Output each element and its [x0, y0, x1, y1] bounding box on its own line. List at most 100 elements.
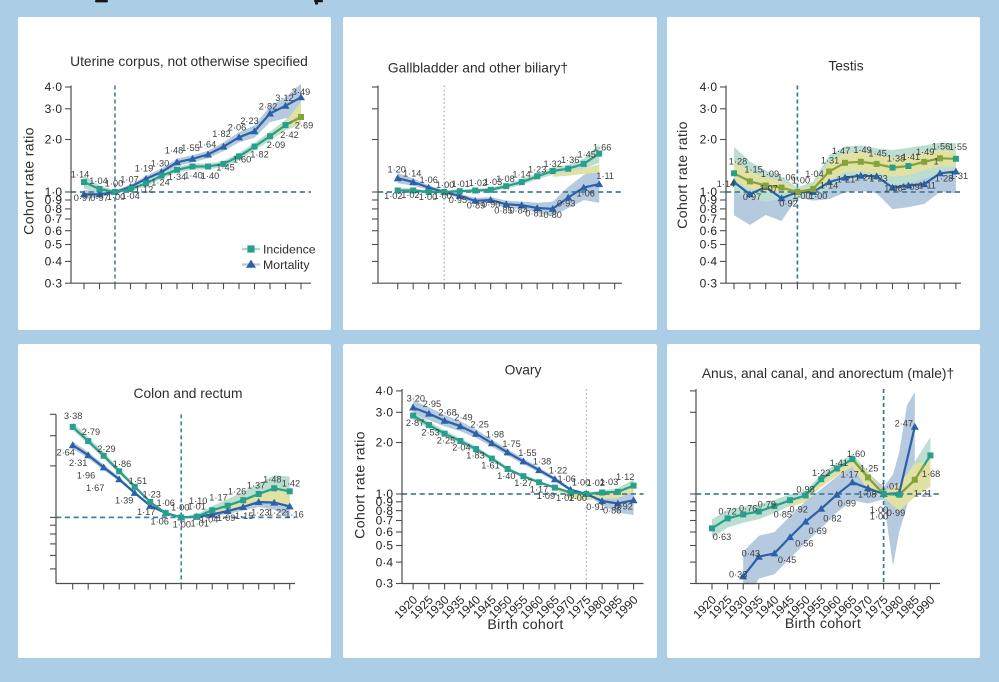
svg-text:1·61: 1·61: [481, 460, 499, 470]
svg-text:2·47: 2·47: [895, 418, 913, 428]
svg-text:Gallbladder and other biliary†: Gallbladder and other biliary†: [388, 61, 568, 76]
svg-text:2·0: 2·0: [45, 133, 63, 147]
svg-text:1·02: 1·02: [556, 493, 574, 503]
svg-text:1·08: 1·08: [496, 174, 514, 184]
svg-text:2·53: 2·53: [421, 427, 439, 437]
svg-text:1·42: 1·42: [282, 478, 300, 488]
svg-text:1·55: 1·55: [181, 143, 199, 153]
svg-text:1·14: 1·14: [820, 181, 838, 191]
svg-text:1·14: 1·14: [512, 169, 530, 179]
svg-text:0·72: 0·72: [718, 506, 736, 516]
svg-text:1·31: 1·31: [950, 171, 968, 181]
svg-text:1·14: 1·14: [717, 179, 735, 189]
svg-text:1: 1: [933, 157, 938, 167]
svg-text:1·32: 1·32: [544, 159, 562, 169]
svg-text:1·23: 1·23: [528, 164, 546, 174]
svg-text:1·86: 1·86: [113, 459, 131, 469]
svg-text:2·82: 2·82: [259, 102, 277, 112]
svg-text:1·17: 1·17: [841, 469, 859, 479]
svg-text:1·23: 1·23: [251, 508, 269, 518]
svg-text:1·49: 1·49: [853, 145, 871, 155]
svg-text:1·06: 1·06: [884, 184, 902, 194]
svg-text:2·23: 2·23: [240, 116, 258, 126]
svg-text:0·93: 0·93: [557, 199, 575, 209]
svg-text:3·0: 3·0: [45, 102, 63, 116]
svg-text:0·33: 0·33: [729, 569, 747, 579]
svg-text:0·7: 0·7: [700, 212, 718, 226]
svg-text:0·5: 0·5: [45, 238, 63, 252]
svg-text:1·19: 1·19: [135, 163, 153, 173]
svg-text:1·02: 1·02: [401, 190, 419, 200]
svg-text:0·9: 0·9: [45, 193, 63, 207]
svg-text:0·4: 0·4: [700, 255, 718, 269]
svg-text:2·25: 2·25: [437, 436, 455, 446]
svg-text:1·00: 1·00: [107, 192, 125, 202]
svg-text:0·3: 0·3: [45, 276, 63, 290]
svg-text:1·06: 1·06: [420, 175, 438, 185]
svg-text:1·01: 1·01: [188, 502, 206, 512]
svg-text:1·12: 1·12: [616, 472, 634, 482]
svg-text:1·00: 1·00: [792, 176, 810, 186]
svg-text:1·25: 1·25: [860, 464, 878, 474]
svg-text:1·00: 1·00: [572, 477, 590, 487]
svg-text:Incidence: Incidence: [263, 243, 316, 257]
svg-text:1·09: 1·09: [217, 513, 235, 523]
svg-text:1·09: 1·09: [537, 491, 555, 501]
svg-text:0·9: 0·9: [376, 495, 394, 509]
svg-text:0·84: 0·84: [510, 205, 528, 215]
svg-text:0·92: 0·92: [790, 504, 808, 514]
svg-text:1·40: 1·40: [184, 171, 202, 181]
svg-text:1·14: 1·14: [71, 170, 89, 180]
svg-text:1·00: 1·00: [173, 519, 191, 529]
svg-text:1·0: 1·0: [376, 487, 394, 501]
svg-text:1·06: 1·06: [157, 498, 175, 508]
svg-text:0·88: 0·88: [603, 506, 621, 516]
svg-text:Cohort rate ratio: Cohort rate ratio: [675, 121, 691, 229]
svg-text:1·36: 1·36: [561, 155, 579, 165]
svg-text:0·63: 0·63: [713, 532, 731, 542]
svg-text:0·82: 0·82: [823, 513, 841, 523]
svg-text:0·6: 0·6: [45, 224, 63, 238]
svg-text:1·02: 1·02: [587, 478, 605, 488]
svg-text:1·09: 1·09: [901, 182, 919, 192]
svg-text:1·75: 1·75: [502, 439, 520, 449]
svg-text:0·80: 0·80: [544, 210, 562, 220]
svg-text:1·30: 1·30: [151, 158, 169, 168]
svg-text:1·08: 1·08: [858, 490, 876, 500]
svg-text:1·17: 1·17: [209, 492, 227, 502]
svg-text:0·85: 0·85: [774, 510, 792, 520]
svg-text:0·7: 0·7: [376, 514, 394, 528]
svg-text:0·97: 0·97: [74, 193, 92, 203]
svg-text:1·12: 1·12: [135, 185, 153, 195]
svg-text:1·00: 1·00: [171, 502, 189, 512]
svg-text:2·69: 2·69: [295, 120, 313, 130]
svg-text:1·07: 1·07: [120, 175, 138, 185]
svg-text:0·99: 0·99: [838, 499, 856, 509]
svg-text:1·06: 1·06: [558, 474, 576, 484]
svg-text:Birth cohort: Birth cohort: [785, 616, 861, 632]
svg-text:1·68: 1·68: [922, 469, 940, 479]
svg-text:1·00: 1·00: [569, 493, 587, 503]
svg-text:1·66: 1·66: [593, 143, 611, 153]
svg-text:1·03: 1·03: [484, 177, 502, 187]
svg-text:1·01: 1·01: [191, 519, 209, 529]
svg-text:2·0: 2·0: [700, 133, 718, 147]
svg-text:1·20: 1·20: [388, 165, 406, 175]
svg-text:1·60: 1·60: [233, 154, 251, 164]
svg-text:1·96: 1·96: [77, 471, 95, 481]
svg-text:1·15: 1·15: [235, 511, 253, 521]
svg-text:1·15: 1·15: [744, 164, 762, 174]
svg-text:0·9: 0·9: [700, 193, 718, 207]
svg-text:1·00: 1·00: [105, 179, 123, 189]
svg-text:0·5: 0·5: [700, 238, 718, 252]
svg-text:Birth cohort: Birth cohort: [487, 617, 563, 633]
svg-text:1·38: 1·38: [887, 153, 905, 163]
svg-text:1·17: 1·17: [137, 507, 155, 517]
svg-text:0·95: 0·95: [449, 195, 467, 205]
svg-text:1·02: 1·02: [384, 191, 402, 201]
svg-text:1·26: 1·26: [228, 486, 246, 496]
svg-text:1·01: 1·01: [881, 482, 899, 492]
svg-text:2·25: 2·25: [471, 419, 489, 429]
svg-text:0·4: 0·4: [45, 255, 63, 269]
svg-text:2·09: 2·09: [267, 140, 285, 150]
